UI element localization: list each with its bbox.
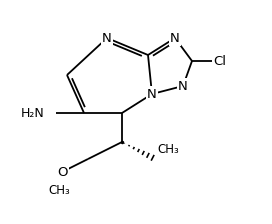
Text: N: N [102,32,112,45]
Text: CH₃: CH₃ [157,143,179,156]
Text: CH₃: CH₃ [48,184,70,197]
Text: N: N [178,80,188,93]
Text: O: O [57,166,67,179]
Text: H₂N: H₂N [20,106,44,119]
Text: N: N [147,88,157,101]
Text: N: N [170,32,180,45]
Text: Cl: Cl [213,54,226,67]
